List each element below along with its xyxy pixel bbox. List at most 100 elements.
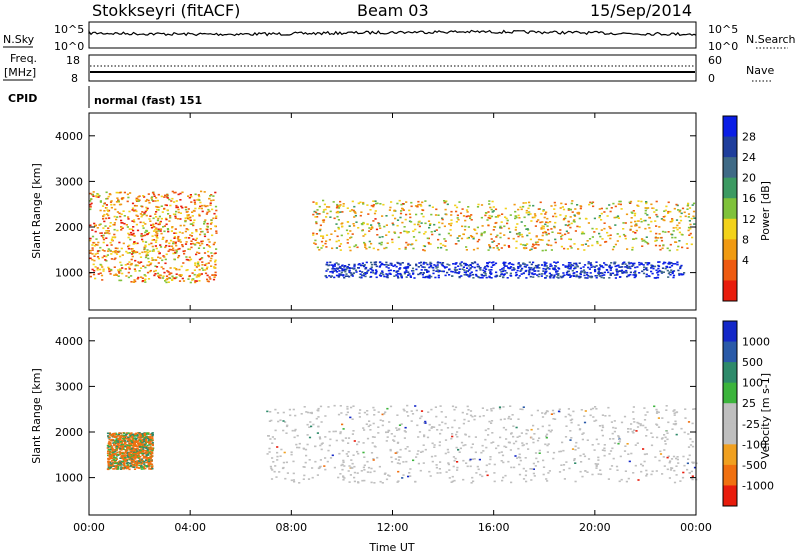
echo-cell	[153, 270, 156, 273]
echo-cell	[111, 447, 114, 450]
echo-cell	[439, 405, 442, 407]
echo-cell	[551, 231, 554, 233]
echo-cell	[569, 267, 572, 270]
echo-cell	[581, 438, 584, 441]
echo-cell	[548, 268, 551, 270]
echo-cell	[484, 429, 487, 432]
echo-cell	[462, 478, 465, 481]
echo-cell	[135, 461, 138, 463]
echo-cell	[655, 213, 658, 216]
echo-cell	[477, 468, 480, 471]
echo-cell	[569, 264, 572, 267]
echo-cell	[655, 200, 658, 203]
echo-cell	[112, 436, 116, 438]
echo-cell	[314, 460, 317, 463]
echo-cell	[547, 228, 550, 231]
echo-cell	[468, 215, 472, 218]
echo-cell	[282, 466, 285, 469]
echo-cell	[170, 245, 174, 248]
echo-cell	[609, 227, 612, 230]
echo-cell	[439, 242, 442, 245]
echo-cell	[395, 265, 398, 268]
echo-cell	[311, 467, 314, 469]
echo-cell	[350, 466, 353, 469]
echo-cell	[354, 214, 357, 217]
echo-cell	[631, 249, 634, 251]
echo-cell	[200, 273, 203, 275]
echo-cell	[136, 463, 139, 466]
echo-cell	[629, 271, 632, 274]
echo-cell	[583, 421, 587, 424]
echo-cell	[492, 247, 495, 249]
echo-cell	[280, 448, 283, 451]
echo-cell	[547, 472, 550, 474]
echo-cell	[635, 430, 638, 432]
echo-cell	[367, 466, 371, 469]
echo-cell	[558, 471, 562, 473]
echo-cell	[407, 274, 410, 276]
echo-cell	[412, 236, 416, 238]
echo-cell	[173, 267, 176, 269]
echo-cell	[150, 242, 153, 245]
echo-cell	[362, 235, 365, 237]
echo-cell	[142, 457, 145, 459]
echo-cell	[113, 460, 116, 463]
echo-cell	[128, 261, 131, 263]
echo-cell	[97, 273, 100, 275]
echo-cell	[346, 455, 349, 457]
echo-cell	[586, 240, 589, 242]
echo-cell	[113, 203, 116, 206]
echo-cell	[423, 261, 426, 264]
echo-cell	[441, 421, 444, 424]
echo-cell	[422, 209, 425, 212]
echo-cell	[410, 221, 413, 223]
echo-cell	[507, 267, 510, 269]
echo-cell	[108, 268, 111, 271]
echo-cell	[438, 269, 441, 272]
echo-cell	[638, 264, 641, 266]
echo-cell	[412, 272, 415, 274]
echo-cell	[186, 214, 189, 216]
echo-cell	[175, 273, 178, 275]
echo-cell	[629, 200, 633, 203]
echo-cell	[678, 210, 681, 213]
echo-cell	[124, 466, 127, 468]
echo-cell	[591, 236, 594, 238]
echo-cell	[145, 452, 148, 455]
echo-cell	[292, 460, 295, 463]
echo-cell	[149, 440, 152, 443]
echo-cell	[190, 243, 193, 245]
echo-cell	[190, 201, 193, 203]
echo-cell	[443, 201, 446, 204]
echo-cell	[206, 222, 209, 225]
echo-cell	[679, 265, 682, 268]
echo-cell	[113, 215, 116, 218]
echo-cell	[292, 408, 295, 411]
echo-cell	[456, 431, 459, 433]
echo-cell	[143, 433, 146, 436]
echo-cell	[552, 268, 555, 270]
echo-cell	[133, 268, 136, 270]
freq-tick-bottom: 8	[71, 72, 78, 85]
echo-cell	[643, 268, 646, 271]
echo-cell	[569, 216, 572, 218]
echo-cell	[282, 461, 285, 464]
echo-cell	[428, 470, 431, 473]
echo-cell	[516, 223, 519, 225]
echo-cell	[337, 207, 341, 209]
echo-cell	[130, 442, 133, 445]
echo-cell	[663, 465, 666, 467]
colorbar-cell	[723, 464, 737, 486]
echo-cell	[660, 271, 664, 274]
echo-cell	[568, 467, 571, 470]
echo-cell	[125, 275, 128, 277]
echo-cell	[498, 214, 501, 217]
echo-cell	[213, 241, 216, 244]
echo-cell	[126, 252, 129, 254]
echo-cell	[650, 432, 653, 434]
echo-cell	[607, 271, 610, 274]
echo-cell	[403, 230, 406, 233]
echo-cell	[483, 267, 486, 269]
echo-cell	[573, 267, 576, 270]
echo-cell	[332, 430, 335, 433]
